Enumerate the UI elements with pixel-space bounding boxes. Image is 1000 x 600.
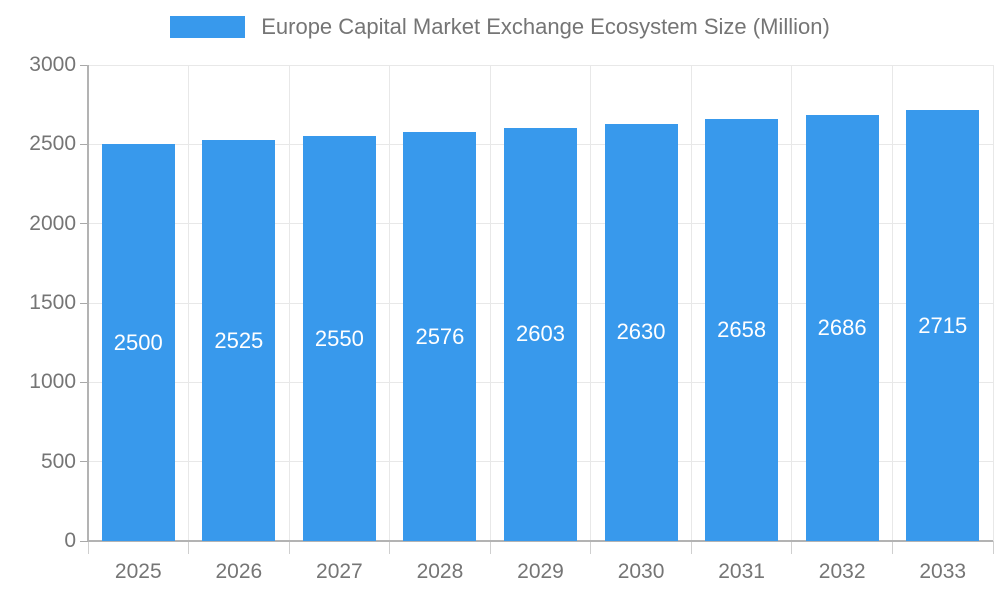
x-axis-tick — [288, 541, 290, 554]
x-axis-tick — [690, 541, 692, 554]
x-axis-tick — [188, 541, 190, 554]
legend[interactable]: Europe Capital Market Exchange Ecosystem… — [0, 14, 1000, 40]
gridline-vertical — [389, 65, 391, 541]
bar-value-label: 2500 — [113, 329, 163, 355]
y-axis-tick — [80, 143, 88, 145]
x-axis-tick-label: 2025 — [114, 560, 162, 583]
x-axis-tick — [992, 541, 994, 554]
bar-value-label: 2686 — [817, 314, 867, 340]
y-axis-tick-label: 0 — [64, 529, 76, 552]
gridline-horizontal — [88, 64, 993, 66]
y-axis-tick — [80, 540, 88, 542]
y-axis-tick — [80, 64, 88, 66]
x-axis-tick-label: 2032 — [818, 560, 866, 583]
bar-value-label: 2630 — [616, 319, 666, 345]
bar-value-label: 2525 — [214, 327, 264, 353]
bar[interactable] — [302, 136, 376, 541]
bar[interactable] — [906, 110, 980, 541]
bar[interactable] — [403, 132, 477, 541]
x-axis-tick-label: 2028 — [416, 560, 464, 583]
y-axis-tick — [80, 302, 88, 304]
bar[interactable] — [101, 144, 175, 541]
gridline-vertical — [489, 65, 491, 541]
x-axis-line — [88, 540, 993, 542]
bar-value-label: 2550 — [314, 325, 364, 351]
y-axis-tick — [80, 223, 88, 225]
x-axis-tick-label: 2029 — [517, 560, 564, 583]
y-axis-tick-label: 1500 — [29, 291, 76, 314]
y-axis-tick-label: 2000 — [29, 211, 76, 235]
bar[interactable] — [504, 127, 577, 541]
bar-value-label: 2576 — [415, 323, 465, 349]
bar-value-label: 2715 — [918, 312, 968, 338]
x-axis-tick-label: 2027 — [316, 560, 363, 583]
bar-value-label: 2603 — [516, 321, 565, 347]
x-axis-tick — [389, 541, 391, 554]
y-axis-tick-label: 2500 — [29, 132, 76, 156]
gridline-vertical — [188, 65, 190, 541]
y-axis-tick-label: 1000 — [29, 370, 76, 394]
y-axis-tick-label: 500 — [40, 449, 76, 473]
bar-value-label: 2658 — [717, 317, 767, 343]
gridline-vertical — [590, 65, 592, 541]
y-axis-tick — [80, 381, 88, 383]
x-axis-tick — [590, 541, 592, 554]
x-axis-tick — [489, 541, 491, 554]
legend-label: Europe Capital Market Exchange Ecosystem… — [261, 14, 830, 39]
bar[interactable] — [202, 140, 276, 541]
legend-swatch — [170, 16, 246, 38]
bar[interactable] — [705, 119, 779, 541]
bar[interactable] — [805, 114, 879, 541]
y-axis-tick-label: 3000 — [29, 53, 76, 76]
x-axis-tick — [891, 541, 893, 554]
bar[interactable] — [604, 123, 678, 541]
x-axis-tick — [87, 541, 89, 554]
gridline-vertical — [891, 65, 893, 541]
gridline-vertical — [690, 65, 692, 541]
x-axis-tick-label: 2026 — [215, 560, 263, 583]
gridline-vertical — [288, 65, 290, 541]
y-axis-line — [87, 65, 89, 541]
x-axis-tick-label: 2031 — [718, 560, 765, 583]
x-axis-tick — [791, 541, 793, 554]
gridline-vertical — [992, 65, 994, 541]
x-axis-tick-label: 2033 — [919, 560, 967, 583]
x-axis-tick-label: 2030 — [617, 560, 665, 583]
gridline-vertical — [791, 65, 793, 541]
y-axis-tick — [80, 461, 88, 463]
